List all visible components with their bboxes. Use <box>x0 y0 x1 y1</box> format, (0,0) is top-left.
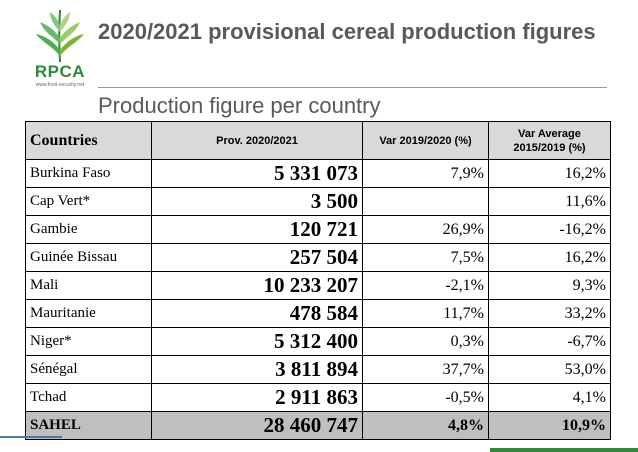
country-cell: Tchad <box>25 383 152 412</box>
var-2019-2020-cell: 11,7% <box>362 299 489 328</box>
table-row: Burkina Faso 5 331 073 7,9% 16,2% <box>25 159 611 188</box>
production-cell: 3 811 894 <box>151 355 363 384</box>
logo-subtext: www.food-security.net <box>35 82 85 88</box>
rpca-logo: RPCA www.food-security.net <box>28 6 92 92</box>
logo-text: RPCA <box>34 62 86 81</box>
var-2019-2020-cell: 37,7% <box>362 355 489 384</box>
table-row: Mauritanie 478 584 11,7% 33,2% <box>25 299 611 328</box>
page-title: 2020/2021 provisional cereal production … <box>98 19 596 44</box>
country-cell: Sénégal <box>25 355 152 384</box>
var-average-cell: -6,7% <box>488 327 611 356</box>
var-2019-2020-cell: 7,9% <box>362 159 489 188</box>
production-cell: 5 312 400 <box>151 327 363 356</box>
country-cell: Mauritanie <box>25 299 152 328</box>
total-row: SAHEL 28 460 747 4,8% 10,9% <box>25 411 611 440</box>
var-average-cell: 16,2% <box>488 159 611 188</box>
var-2019-2020-cell: -2,1% <box>362 271 489 300</box>
total-var-2019-2020: 4,8% <box>362 411 489 440</box>
country-cell: Burkina Faso <box>25 159 152 188</box>
production-cell: 257 504 <box>151 243 363 272</box>
table-row: Tchad 2 911 863 -0,5% 4,1% <box>25 383 611 412</box>
table-row: Sénégal 3 811 894 37,7% 53,0% <box>25 355 611 384</box>
header-var-average: Var Average 2015/2019 (%) <box>488 121 611 160</box>
country-cell: Cap Vert* <box>25 187 152 216</box>
country-cell: Guinée Bissau <box>25 243 152 272</box>
production-cell: 5 331 073 <box>151 159 363 188</box>
table-row: Gambie 120 721 26,9% -16,2% <box>25 215 611 244</box>
table-header-row: Countries Prov. 2020/2021 Var 2019/2020 … <box>25 121 611 160</box>
var-2019-2020-cell: 0,3% <box>362 327 489 356</box>
country-cell: Niger* <box>25 327 152 356</box>
header-production: Prov. 2020/2021 <box>151 121 363 160</box>
var-2019-2020-cell <box>362 187 489 216</box>
production-cell: 120 721 <box>151 215 363 244</box>
country-cell: Mali <box>25 271 152 300</box>
production-cell: 2 911 863 <box>151 383 363 412</box>
var-2019-2020-cell: 26,9% <box>362 215 489 244</box>
var-average-cell: 4,1% <box>488 383 611 412</box>
total-label: SAHEL <box>25 411 152 440</box>
production-cell: 10 233 207 <box>151 271 363 300</box>
wheat-icon <box>36 9 84 63</box>
title-divider <box>98 87 607 88</box>
var-average-cell: 33,2% <box>488 299 611 328</box>
var-average-cell: 9,3% <box>488 271 611 300</box>
table-row: Guinée Bissau 257 504 7,5% 16,2% <box>25 243 611 272</box>
page-subtitle: Production figure per country <box>98 93 381 118</box>
accent-bar-right <box>490 448 638 452</box>
table-row: Mali 10 233 207 -2,1% 9,3% <box>25 271 611 300</box>
var-average-cell: -16,2% <box>488 215 611 244</box>
total-var-average: 10,9% <box>488 411 611 440</box>
accent-bar-left <box>0 436 62 438</box>
var-2019-2020-cell: 7,5% <box>362 243 489 272</box>
var-average-cell: 11,6% <box>488 187 611 216</box>
table-row: Niger* 5 312 400 0,3% -6,7% <box>25 327 611 356</box>
production-cell: 478 584 <box>151 299 363 328</box>
production-cell: 3 500 <box>151 187 363 216</box>
production-table: Countries Prov. 2020/2021 Var 2019/2020 … <box>25 121 611 440</box>
country-cell: Gambie <box>25 215 152 244</box>
var-average-cell: 16,2% <box>488 243 611 272</box>
var-average-cell: 53,0% <box>488 355 611 384</box>
var-2019-2020-cell: -0,5% <box>362 383 489 412</box>
header-var-2019-2020: Var 2019/2020 (%) <box>362 121 489 160</box>
total-production: 28 460 747 <box>151 411 363 440</box>
table-row: Cap Vert* 3 500 11,6% <box>25 187 611 216</box>
header-countries: Countries <box>25 121 152 160</box>
